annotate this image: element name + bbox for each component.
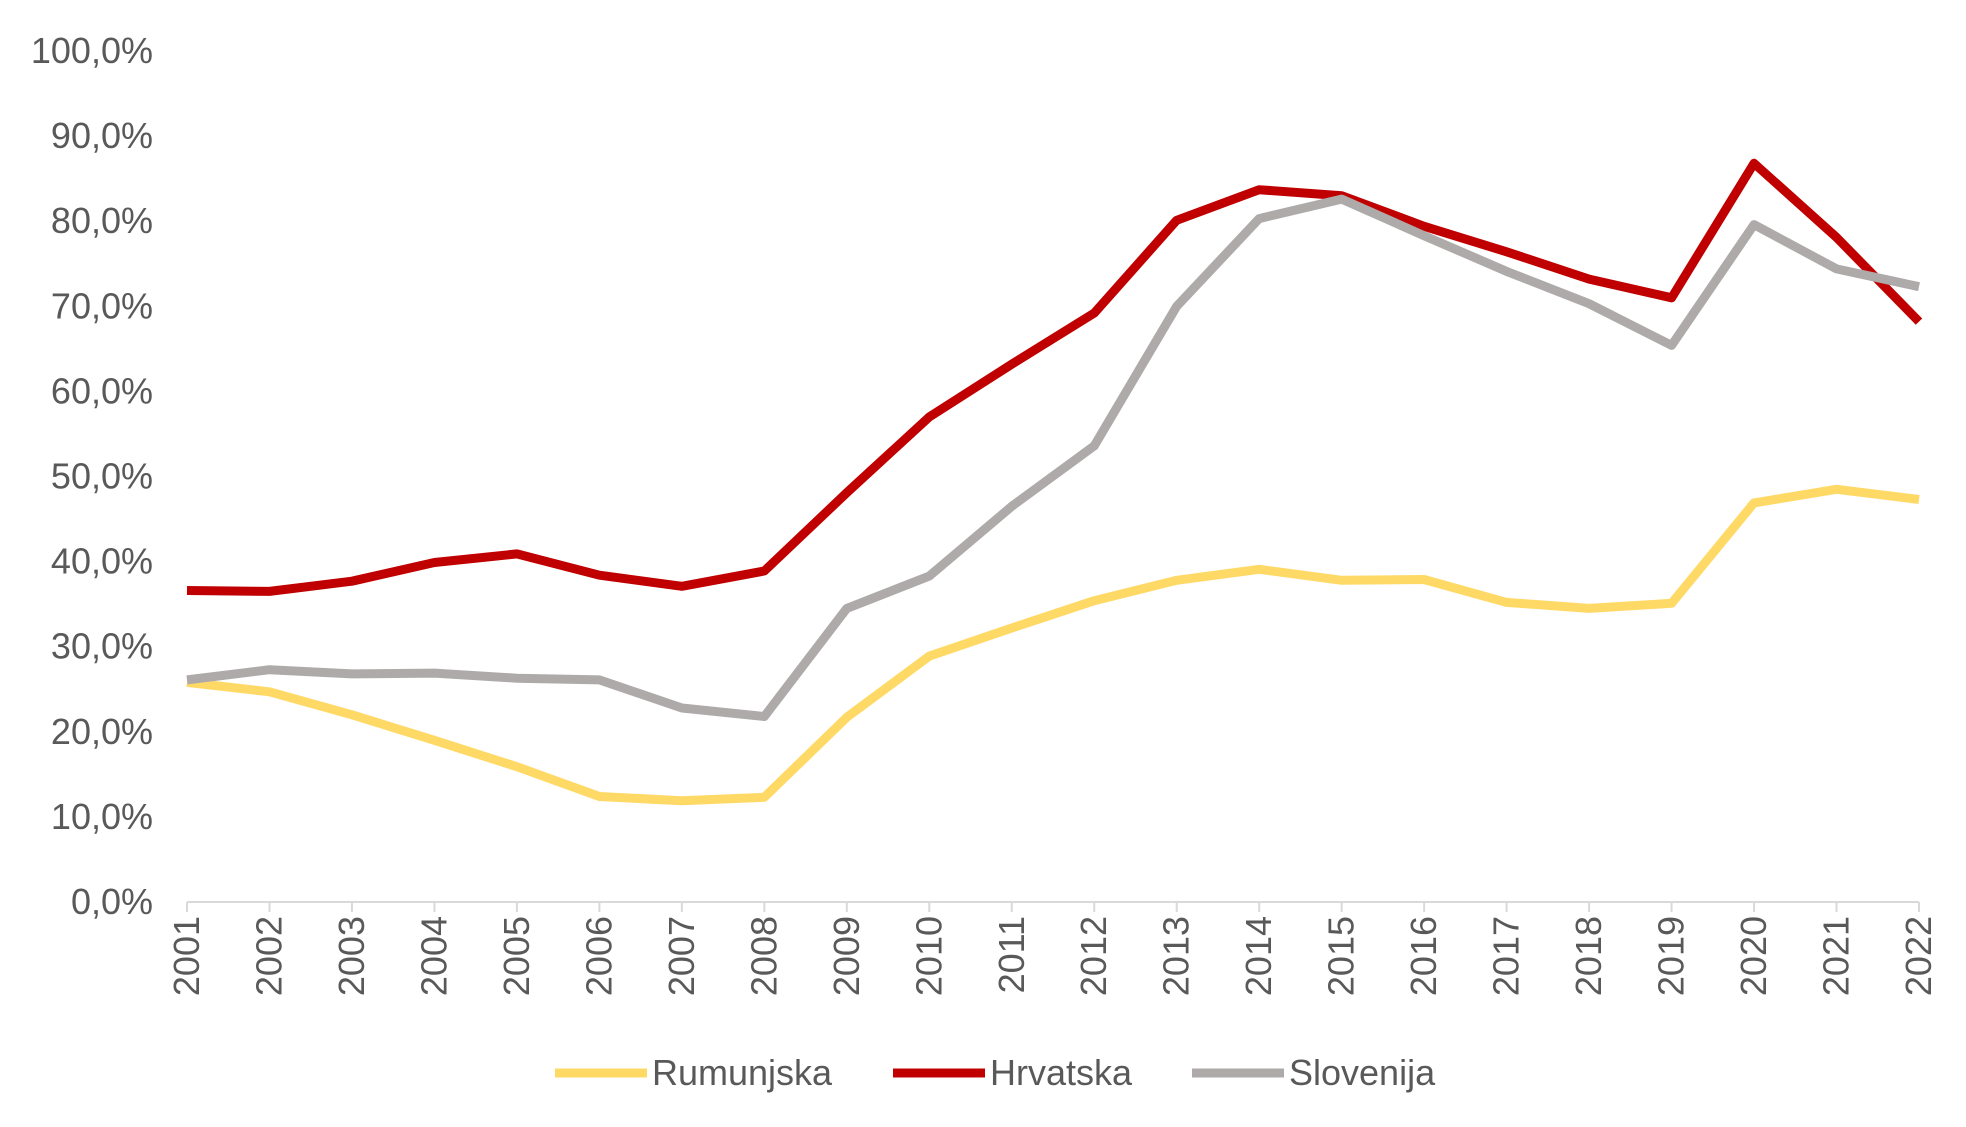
x-tick-label: 2005 bbox=[496, 916, 537, 996]
y-tick-label: 10,0% bbox=[51, 796, 153, 837]
x-tick-label: 2017 bbox=[1486, 916, 1527, 996]
legend-label-hrvatska: Hrvatska bbox=[990, 1052, 1133, 1093]
y-tick-label: 70,0% bbox=[51, 285, 153, 326]
x-tick-label: 2016 bbox=[1403, 916, 1444, 996]
y-tick-label: 20,0% bbox=[51, 711, 153, 752]
x-tick-label: 2006 bbox=[578, 916, 619, 996]
x-tick-label: 2007 bbox=[661, 916, 702, 996]
y-tick-label: 30,0% bbox=[51, 626, 153, 667]
x-tick-label: 2015 bbox=[1321, 916, 1362, 996]
legend: Rumunjska Hrvatska Slovenija bbox=[555, 1052, 1436, 1093]
x-tick-label: 2009 bbox=[826, 916, 867, 996]
x-tick-label: 2013 bbox=[1156, 916, 1197, 996]
x-tick-label: 2008 bbox=[743, 916, 784, 996]
y-tick-label: 50,0% bbox=[51, 456, 153, 497]
x-tick-label: 2003 bbox=[331, 916, 372, 996]
y-axis: 0,0% 10,0% 20,0% 30,0% 40,0% 50,0% 60,0% 70,0% 8… bbox=[31, 30, 153, 922]
x-tick-label: 2004 bbox=[413, 916, 454, 996]
x-tick-label: 2001 bbox=[166, 916, 207, 996]
legend-label-slovenija: Slovenija bbox=[1289, 1052, 1436, 1093]
x-tick-label: 2022 bbox=[1898, 916, 1939, 996]
y-tick-label: 0,0% bbox=[71, 881, 153, 922]
x-tick-label: 2019 bbox=[1651, 916, 1692, 996]
x-tick-label: 2002 bbox=[248, 916, 289, 996]
series-line-hrvatska bbox=[186, 158, 1923, 596]
y-tick-label: 100,0% bbox=[31, 30, 153, 71]
series-layer bbox=[186, 158, 1923, 806]
x-tick-label: 2018 bbox=[1568, 916, 1609, 996]
series-line-slovenija bbox=[186, 194, 1920, 721]
x-tick-label: 2011 bbox=[991, 916, 1032, 993]
y-tick-label: 80,0% bbox=[51, 200, 153, 241]
x-tick-label: 2020 bbox=[1733, 916, 1774, 996]
y-tick-label: 60,0% bbox=[51, 370, 153, 411]
x-tick-label: 2010 bbox=[908, 916, 949, 996]
series-line-rumunjska bbox=[186, 484, 1920, 806]
x-tick-label: 2014 bbox=[1238, 916, 1279, 996]
x-tick-label: 2021 bbox=[1816, 916, 1857, 996]
legend-label-rumunjska: Rumunjska bbox=[652, 1052, 833, 1093]
x-axis: 2001 2002 2003 2004 2005 2006 2007 2008 2009 2010… bbox=[166, 901, 1939, 996]
y-tick-label: 40,0% bbox=[51, 541, 153, 582]
x-tick-label: 2012 bbox=[1073, 916, 1114, 996]
y-tick-label: 90,0% bbox=[51, 115, 153, 156]
